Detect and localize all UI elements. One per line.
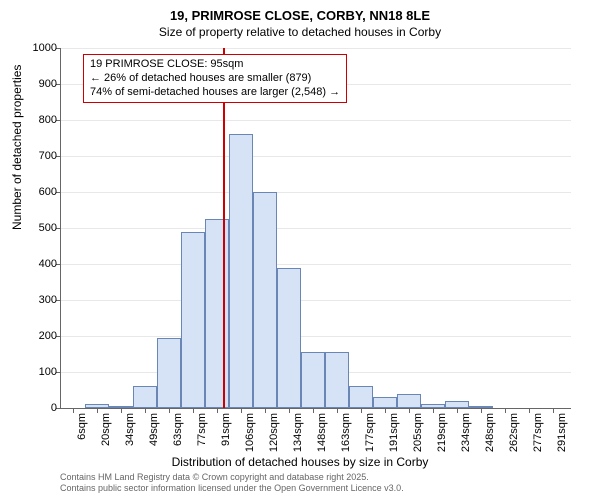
- histogram-bar: [205, 219, 229, 408]
- chart-title: 19, PRIMROSE CLOSE, CORBY, NN18 8LE: [0, 8, 600, 23]
- x-tick-label: 219sqm: [436, 413, 448, 452]
- histogram-bar: [301, 352, 325, 408]
- histogram-bar: [373, 397, 397, 408]
- footer-line-1: Contains HM Land Registry data © Crown c…: [60, 472, 404, 483]
- y-tick-label: 800: [17, 114, 57, 126]
- x-tick-label: 191sqm: [388, 413, 400, 452]
- gridline: [61, 156, 571, 157]
- y-tick-label: 0: [17, 402, 57, 414]
- histogram-bar: [253, 192, 277, 408]
- x-tick-mark: [409, 408, 410, 413]
- x-tick-mark: [529, 408, 530, 413]
- chart-plot-area: 010020030040050060070080090010006sqm20sq…: [60, 48, 570, 408]
- annotation-line: 19 PRIMROSE CLOSE: 95sqm: [90, 58, 340, 72]
- x-tick-mark: [361, 408, 362, 413]
- histogram-bar: [133, 386, 157, 408]
- gridline: [61, 336, 571, 337]
- attribution-footer: Contains HM Land Registry data © Crown c…: [60, 472, 404, 494]
- x-tick-mark: [121, 408, 122, 413]
- histogram-bar: [157, 338, 181, 408]
- x-tick-label: 63sqm: [172, 413, 184, 446]
- y-tick-label: 1000: [17, 42, 57, 54]
- x-tick-label: 77sqm: [196, 413, 208, 446]
- x-tick-mark: [193, 408, 194, 413]
- histogram-bar: [445, 401, 469, 408]
- histogram-bar: [325, 352, 349, 408]
- y-tick-label: 700: [17, 150, 57, 162]
- histogram-bar: [229, 134, 253, 408]
- x-tick-mark: [265, 408, 266, 413]
- x-tick-mark: [289, 408, 290, 413]
- x-axis-label: Distribution of detached houses by size …: [0, 455, 600, 469]
- x-tick-label: 120sqm: [268, 413, 280, 452]
- y-tick-label: 500: [17, 222, 57, 234]
- x-tick-mark: [217, 408, 218, 413]
- x-tick-label: 277sqm: [532, 413, 544, 452]
- x-tick-label: 134sqm: [292, 413, 304, 452]
- x-tick-label: 234sqm: [460, 413, 472, 452]
- gridline: [61, 228, 571, 229]
- y-tick-label: 400: [17, 258, 57, 270]
- y-tick-label: 900: [17, 78, 57, 90]
- x-tick-mark: [169, 408, 170, 413]
- histogram-bar: [349, 386, 373, 408]
- footer-line-2: Contains public sector information licen…: [60, 483, 404, 494]
- x-tick-label: 106sqm: [244, 413, 256, 452]
- y-tick-label: 300: [17, 294, 57, 306]
- gridline: [61, 300, 571, 301]
- x-tick-mark: [313, 408, 314, 413]
- x-tick-label: 291sqm: [556, 413, 568, 452]
- x-tick-label: 163sqm: [340, 413, 352, 452]
- x-tick-label: 177sqm: [364, 413, 376, 452]
- x-tick-mark: [433, 408, 434, 413]
- annotation-box: 19 PRIMROSE CLOSE: 95sqm← 26% of detache…: [83, 54, 347, 103]
- x-tick-mark: [337, 408, 338, 413]
- y-tick-label: 100: [17, 366, 57, 378]
- gridline: [61, 48, 571, 49]
- gridline: [61, 264, 571, 265]
- x-tick-mark: [241, 408, 242, 413]
- y-tick-label: 600: [17, 186, 57, 198]
- y-tick-label: 200: [17, 330, 57, 342]
- x-tick-mark: [97, 408, 98, 413]
- chart-subtitle: Size of property relative to detached ho…: [0, 25, 600, 39]
- x-tick-label: 91sqm: [220, 413, 232, 446]
- x-tick-mark: [505, 408, 506, 413]
- x-tick-label: 262sqm: [508, 413, 520, 452]
- x-tick-mark: [73, 408, 74, 413]
- annotation-line: ← 26% of detached houses are smaller (87…: [90, 72, 340, 86]
- x-tick-label: 148sqm: [316, 413, 328, 452]
- x-tick-mark: [457, 408, 458, 413]
- x-tick-label: 49sqm: [148, 413, 160, 446]
- x-tick-label: 34sqm: [124, 413, 136, 446]
- annotation-line: 74% of semi-detached houses are larger (…: [90, 86, 340, 100]
- x-tick-label: 248sqm: [484, 413, 496, 452]
- x-tick-label: 6sqm: [76, 413, 88, 440]
- x-tick-label: 20sqm: [100, 413, 112, 446]
- x-tick-mark: [145, 408, 146, 413]
- x-tick-mark: [553, 408, 554, 413]
- gridline: [61, 192, 571, 193]
- x-tick-mark: [481, 408, 482, 413]
- x-tick-mark: [385, 408, 386, 413]
- histogram-bar: [397, 394, 421, 408]
- x-tick-label: 205sqm: [412, 413, 424, 452]
- histogram-bar: [181, 232, 205, 408]
- gridline: [61, 120, 571, 121]
- histogram-bar: [277, 268, 301, 408]
